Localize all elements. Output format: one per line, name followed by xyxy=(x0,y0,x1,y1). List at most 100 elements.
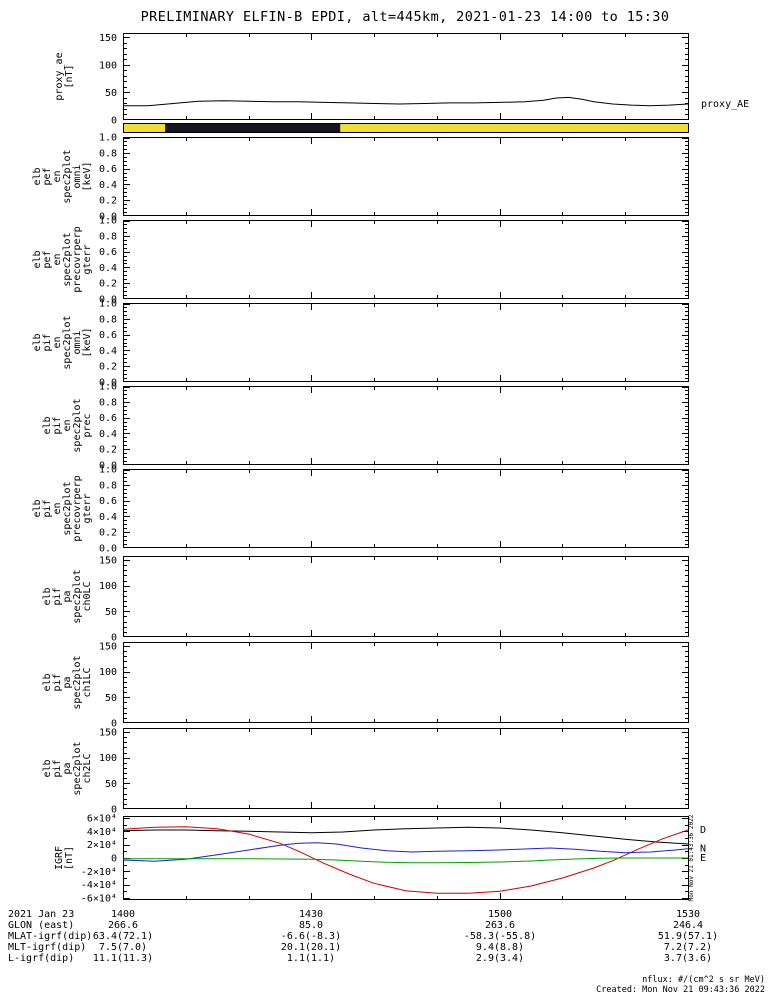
y-tick-label: 0 xyxy=(111,719,117,730)
var-value: 263.6 xyxy=(484,920,516,931)
y-tick-label: 1.0 xyxy=(99,465,117,476)
panel-igrf: -6×10⁴ -4×10⁴ -2×10⁴ 0 2×10⁴ 4×10⁴ 6×10⁴ IGRF [n… xyxy=(54,814,706,905)
y-tick-label: 1.0 xyxy=(99,133,117,144)
panel-ytitle-line: spec2plot xyxy=(72,569,83,623)
panel-frame xyxy=(123,642,689,723)
panel-ytitle-line: spec2plot xyxy=(62,149,73,203)
panel-ytitle-line: spec2plot xyxy=(72,655,83,709)
panel-ytitle-line: elb xyxy=(32,333,43,351)
panel-ytitle-line: en xyxy=(52,170,63,182)
y-tick-label: 0.8 xyxy=(99,480,117,491)
panel-frame xyxy=(123,220,689,299)
panel-ytitle-line: pif xyxy=(42,333,53,351)
var-value: 266.6 xyxy=(107,920,139,931)
axis-ticks xyxy=(123,304,689,382)
panel-ytitle-line: [nT] xyxy=(64,64,75,88)
axis-ticks xyxy=(123,387,689,465)
panel-ytitle-line: pif xyxy=(52,416,63,434)
y-tick-label: 0.2 xyxy=(99,196,117,207)
panel-elb-pef-en-spec2plot-precovrperp-gterr: 0.0 0.2 0.4 0.6 0.8 1.0 elb pef en spec2plot preco… xyxy=(32,216,689,306)
var-row-glon: GLON (east) 266.6 85.0 263.6 246.4 xyxy=(0,920,775,931)
y-tick-label: 0.6 xyxy=(99,247,117,258)
time-tick-label: 1530 xyxy=(675,909,701,920)
axis-ticks xyxy=(123,470,689,548)
y-tick-label: 0.8 xyxy=(99,314,117,325)
panel-ytitle-line: en xyxy=(52,502,63,514)
var-value: 7.5(7.0) xyxy=(98,942,148,953)
y-tick-label: 150 xyxy=(99,728,117,739)
y-tick-label: 0.2 xyxy=(99,279,117,290)
created-timestamp: Created: Mon Nov 21 09:43:36 2022 xyxy=(596,985,765,995)
panel-ytitle-line: elb xyxy=(42,673,53,691)
series-line-N xyxy=(122,842,689,862)
y-tick-label: -4×10⁴ xyxy=(81,880,117,891)
time-tick-label: 1500 xyxy=(487,909,513,920)
panel-mode-bar xyxy=(123,123,689,133)
panel-frame xyxy=(123,303,689,382)
y-tick-label: 0.4 xyxy=(99,263,117,274)
panel-ytitle-line: pif xyxy=(52,759,63,777)
y-tick-label: 2×10⁴ xyxy=(87,840,117,851)
panel-ytitle-line: ch2LC xyxy=(82,753,93,783)
legend-D: D xyxy=(700,825,706,836)
y-tick-label: 1.0 xyxy=(99,299,117,310)
panel-frame xyxy=(123,33,689,120)
side-note-timestamp: Mon Nov 21 01:43:36 2022 xyxy=(688,814,695,901)
y-tick-label: 100 xyxy=(99,60,117,71)
panel-ytitle-line: ch1LC xyxy=(82,667,93,697)
y-tick-label: 0.4 xyxy=(99,429,117,440)
panel-proxy-ae: 0 50 100 150 proxy_ae [nT] proxy_AE xyxy=(54,33,749,127)
panel-ytitle-line: omni xyxy=(72,330,83,354)
panel-elb-pif-en-spec2plot-omni: 0.0 0.2 0.4 0.6 0.8 1.0 elb pif en spec2plot omni[… xyxy=(32,299,689,389)
panel-ytitle-line: IGRF xyxy=(54,846,65,870)
var-row-label: L-igrf(dip) xyxy=(8,953,75,964)
y-tick-label: -2×10⁴ xyxy=(81,867,117,878)
panel-ytitle-line: elb xyxy=(32,167,43,185)
y-tick-label: 0.4 xyxy=(99,346,117,357)
panel-ytitle-line: en xyxy=(62,419,73,431)
panel-ytitle-line: gterr xyxy=(82,493,93,523)
y-tick-label: 0.0 xyxy=(99,212,117,223)
panel-ytitle-line: elb xyxy=(32,499,43,517)
panel-ytitle-line: gterr xyxy=(82,244,93,274)
panel-ytitle-line: pif xyxy=(42,499,53,517)
date-label: 2021 Jan 23 xyxy=(8,909,75,920)
time-tick-label: 1430 xyxy=(298,909,324,920)
bar-segment-0 xyxy=(123,123,688,133)
y-tick-label: 1.0 xyxy=(99,382,117,393)
var-value: 246.4 xyxy=(672,920,704,931)
axis-ticks xyxy=(123,729,689,809)
plot-area: 0 50 100 150 proxy_ae [nT] proxy_AE 0.0 0.2 0.4 0.… xyxy=(32,33,749,905)
bar-frame xyxy=(123,123,689,133)
panel-elb-pif-pa-spec2plot-ch0LC: 0 50 100 150 elb pif pa spec2plot ch0LC xyxy=(42,556,689,644)
panel-ytitle-line: precovrperp xyxy=(72,226,83,292)
var-value: -58.3(-55.8) xyxy=(463,931,537,942)
panel-frame xyxy=(123,816,689,900)
legend-E: E xyxy=(700,853,706,864)
panel-ytitle-line: elb xyxy=(42,759,53,777)
y-tick-label: 0.6 xyxy=(99,330,117,341)
var-row-mlat: MLAT-igrf(dip) 63.4(72.1) -6.6(-8.3) -58… xyxy=(0,931,775,942)
y-tick-label: 50 xyxy=(105,88,117,99)
panel-ytitle-line: [keV] xyxy=(82,161,93,191)
panel-ytitle-line: ch0LC xyxy=(82,581,93,611)
y-tick-label: 0 xyxy=(111,854,117,865)
var-value: 3.7(3.6) xyxy=(663,953,713,964)
y-tick-label: 100 xyxy=(99,667,117,678)
time-tick-label: 1400 xyxy=(110,909,136,920)
y-tick-label: 150 xyxy=(99,642,117,653)
legend-N: N xyxy=(700,844,706,855)
panel-ytitle-line: elb xyxy=(42,587,53,605)
panel-ytitle-line: pif xyxy=(52,673,63,691)
axis-ticks xyxy=(123,557,689,637)
panel-ytitle-line: elb xyxy=(32,250,43,268)
y-tick-label: 50 xyxy=(105,607,117,618)
panel-ytitle-line: pef xyxy=(42,167,53,185)
series-line-0 xyxy=(122,826,689,845)
series-line-0 xyxy=(123,96,689,107)
var-row-label: GLON (east) xyxy=(8,920,75,931)
var-row-mlt: MLT-igrf(dip) 7.5(7.0) 20.1(20.1) 9.4(8.… xyxy=(0,942,775,953)
series-line-E xyxy=(123,857,688,864)
y-tick-label: -6×10⁴ xyxy=(81,894,117,905)
